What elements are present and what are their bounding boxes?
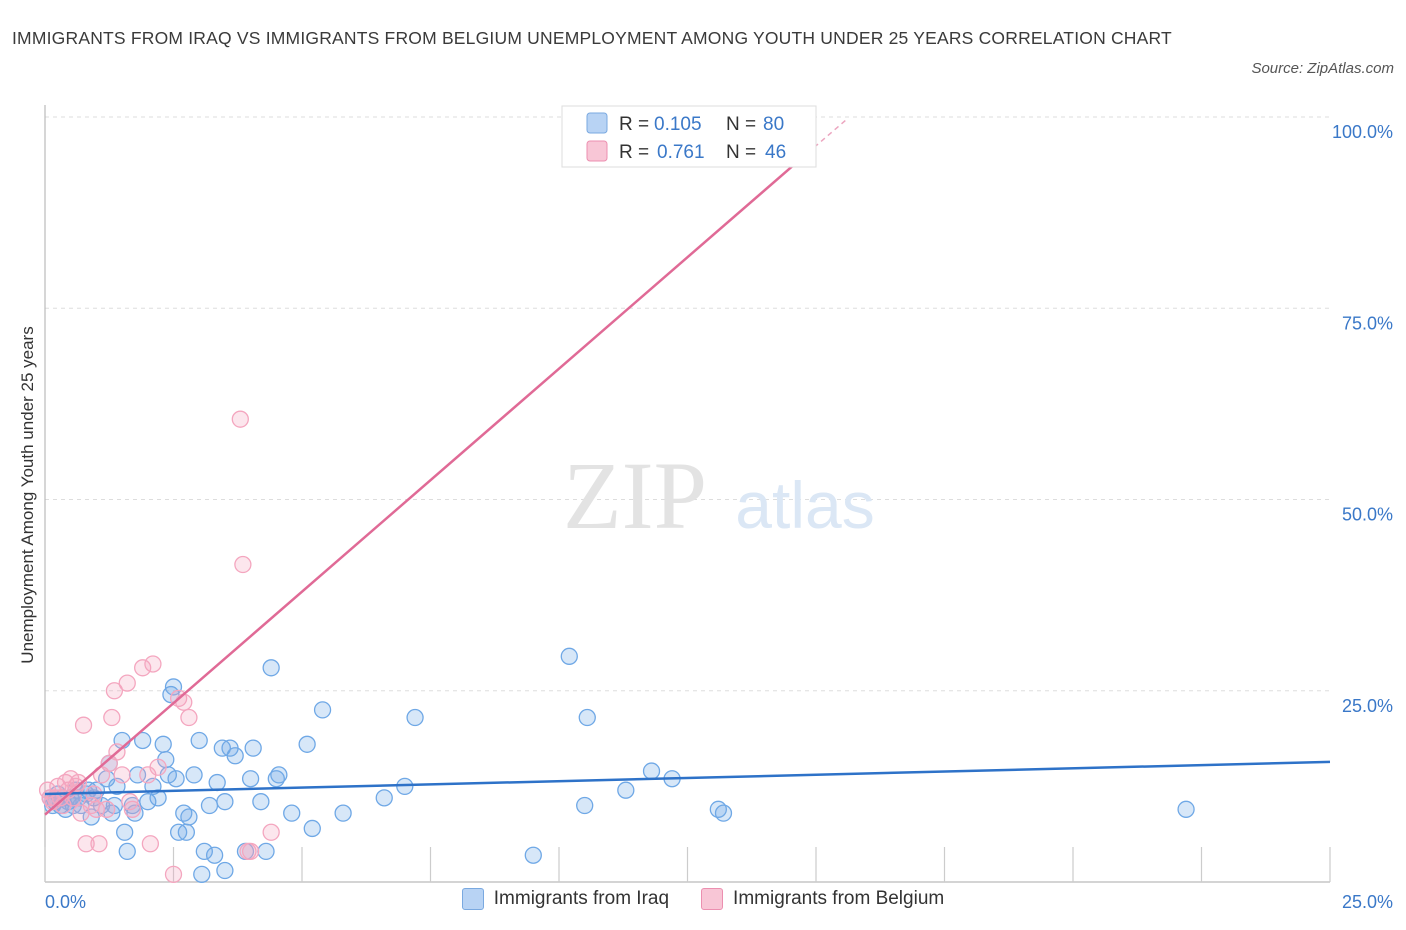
legend-label-belgium: Immigrants from Belgium <box>733 888 945 909</box>
point-iraq-33 <box>149 789 167 807</box>
y-tick-label-50: 50.0% <box>1342 505 1393 525</box>
stats-r-value-belgium: 0.761 <box>657 142 705 163</box>
watermark: ZIP atlas <box>563 442 875 549</box>
point-belgium-32 <box>141 835 160 853</box>
point-iraq-52 <box>216 793 234 811</box>
stats-legend: R = 0.105 N = 80 R = 0.761 N = 46 <box>561 105 817 168</box>
point-iraq-26 <box>118 842 136 861</box>
point-belgium-35 <box>164 865 183 883</box>
stats-swatch-belgium <box>586 140 608 162</box>
point-iraq-72 <box>524 846 542 864</box>
point-belgium-39 <box>231 410 249 428</box>
point-iraq-71 <box>406 708 424 727</box>
point-iraq-64 <box>283 804 301 822</box>
point-belgium-29 <box>123 800 142 818</box>
point-iraq-81 <box>1177 800 1195 818</box>
watermark-atlas: atlas <box>735 468 874 542</box>
stats-n-label-iraq: N = <box>726 114 756 135</box>
point-belgium-37 <box>175 693 193 711</box>
point-iraq-43 <box>180 808 198 826</box>
y-tick-label-100: 100.0% <box>1332 122 1393 142</box>
point-iraq-39 <box>167 770 185 788</box>
point-iraq-49 <box>205 846 224 864</box>
point-iraq-30 <box>134 731 152 750</box>
y-tick-label-75: 75.0% <box>1342 313 1393 333</box>
point-belgium-26 <box>113 766 131 784</box>
point-belgium-24 <box>105 682 124 700</box>
series-legend: Immigrants from Iraq Immigrants from Bel… <box>0 888 1406 910</box>
point-belgium-23 <box>103 708 121 727</box>
point-iraq-25 <box>116 823 134 841</box>
point-iraq-34 <box>154 735 172 753</box>
point-belgium-19 <box>90 835 108 853</box>
legend-item-belgium: Immigrants from Belgium <box>701 888 944 910</box>
legend-swatch-belgium <box>701 888 724 910</box>
point-iraq-50 <box>208 773 226 792</box>
y-tick-label-25: 25.0% <box>1342 696 1393 716</box>
point-belgium-40 <box>234 555 252 574</box>
point-iraq-46 <box>193 865 211 883</box>
legend-item-iraq: Immigrants from Iraq <box>461 888 670 910</box>
point-iraq-61 <box>262 659 280 677</box>
point-iraq-53 <box>216 861 234 880</box>
point-iraq-31 <box>139 793 157 811</box>
x-ticks <box>44 847 1331 882</box>
point-iraq-67 <box>313 701 332 719</box>
point-iraq-76 <box>617 781 635 799</box>
point-iraq-68 <box>334 804 352 822</box>
point-iraq-47 <box>195 842 213 861</box>
y-tick-labels: 25.0% 50.0% 75.0% 100.0% <box>1332 122 1393 716</box>
point-iraq-69 <box>375 789 393 807</box>
point-iraq-48 <box>200 796 219 815</box>
stats-n-label-belgium: N = <box>726 142 756 163</box>
point-iraq-57 <box>241 770 260 788</box>
point-belgium-15 <box>77 835 95 853</box>
gridlines <box>45 116 1330 692</box>
point-iraq-75 <box>578 708 596 727</box>
stats-r-label-belgium: R = <box>619 142 649 163</box>
trend-line-iraq <box>44 760 1331 796</box>
point-belgium-42 <box>241 842 260 861</box>
x-tick-label-max: 25.0% <box>1342 892 1393 912</box>
point-belgium-30 <box>134 659 152 677</box>
point-iraq-66 <box>303 819 321 838</box>
point-iraq-63 <box>270 766 288 784</box>
point-iraq-59 <box>252 793 270 811</box>
point-belgium-12 <box>69 773 88 792</box>
stats-swatch-iraq <box>586 112 608 134</box>
data-points <box>38 109 1195 883</box>
stats-r-label-iraq: R = <box>619 114 649 135</box>
point-iraq-77 <box>642 762 661 780</box>
point-belgium-27 <box>118 674 136 692</box>
watermark-zip: ZIP <box>563 442 707 549</box>
point-iraq-44 <box>185 766 203 784</box>
point-iraq-42 <box>177 823 196 841</box>
legend-label-iraq: Immigrants from Iraq <box>493 888 670 909</box>
point-iraq-60 <box>257 842 275 861</box>
chart-title: IMMIGRANTS FROM IRAQ VS IMMIGRANTS FROM … <box>12 28 1172 48</box>
point-belgium-34 <box>149 758 167 776</box>
chart-source: Source: ZipAtlas.com <box>1251 60 1394 77</box>
point-belgium-38 <box>180 708 198 727</box>
legend-swatch-iraq <box>461 888 484 910</box>
point-belgium-14 <box>74 716 93 734</box>
x-tick-label-min: 0.0% <box>45 892 86 912</box>
point-iraq-80 <box>714 804 733 822</box>
trend-line-belgium <box>44 158 802 816</box>
point-belgium-43 <box>262 823 280 841</box>
stats-n-value-belgium: 46 <box>765 142 786 163</box>
point-iraq-45 <box>190 731 208 750</box>
stats-r-value-iraq: 0.105 <box>654 114 702 135</box>
point-iraq-58 <box>244 739 262 757</box>
point-belgium-33 <box>144 655 162 673</box>
point-iraq-73 <box>560 647 578 665</box>
point-iraq-65 <box>298 735 316 753</box>
point-iraq-55 <box>226 747 244 765</box>
stats-n-value-iraq: 80 <box>763 114 784 135</box>
point-belgium-21 <box>98 800 116 818</box>
point-iraq-74 <box>576 796 594 815</box>
